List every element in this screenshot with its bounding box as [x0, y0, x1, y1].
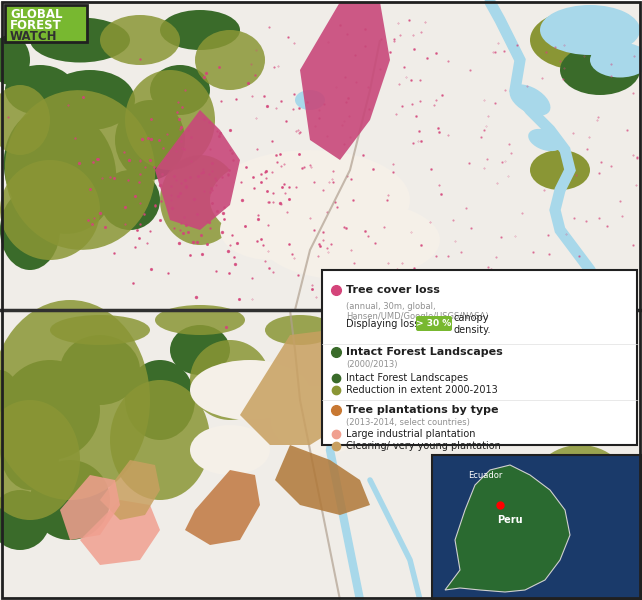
- Text: Tree cover loss: Tree cover loss: [346, 285, 440, 295]
- Ellipse shape: [190, 360, 310, 420]
- FancyBboxPatch shape: [416, 316, 452, 331]
- Text: GLOBAL: GLOBAL: [10, 8, 62, 21]
- Ellipse shape: [190, 340, 270, 420]
- Ellipse shape: [115, 100, 185, 180]
- Ellipse shape: [100, 170, 160, 230]
- Ellipse shape: [530, 10, 630, 70]
- Text: Displaying loss with: Displaying loss with: [346, 319, 444, 329]
- Ellipse shape: [590, 510, 642, 570]
- Polygon shape: [155, 110, 240, 230]
- Ellipse shape: [510, 85, 550, 116]
- Text: > 30 %: > 30 %: [417, 319, 451, 329]
- Ellipse shape: [270, 385, 370, 455]
- Ellipse shape: [125, 360, 195, 440]
- Ellipse shape: [190, 425, 270, 475]
- Text: Intact Forest Landscapes: Intact Forest Landscapes: [346, 373, 468, 383]
- Ellipse shape: [160, 10, 240, 50]
- Ellipse shape: [0, 490, 50, 550]
- Ellipse shape: [0, 400, 80, 520]
- Text: FOREST: FOREST: [10, 19, 62, 32]
- Text: Intact Forest Landscapes: Intact Forest Landscapes: [346, 347, 503, 357]
- Bar: [0, 2, 642, 310]
- Polygon shape: [275, 445, 370, 515]
- Text: (2000/2013): (2000/2013): [346, 359, 397, 368]
- Ellipse shape: [540, 5, 640, 55]
- Ellipse shape: [295, 90, 325, 110]
- Ellipse shape: [30, 460, 110, 540]
- Ellipse shape: [50, 315, 150, 345]
- Ellipse shape: [5, 90, 155, 250]
- Text: (annual, 30m, global,
Hansen/UMD/Google/USGS/NASA): (annual, 30m, global, Hansen/UMD/Google/…: [346, 302, 489, 322]
- Polygon shape: [445, 465, 570, 592]
- Polygon shape: [240, 330, 360, 445]
- Bar: [432, 455, 642, 600]
- Bar: [322, 270, 637, 445]
- Ellipse shape: [560, 45, 640, 95]
- Text: Tree plantations by type: Tree plantations by type: [346, 405, 498, 415]
- Bar: [5, 5, 87, 42]
- Ellipse shape: [530, 445, 630, 535]
- Ellipse shape: [4, 106, 116, 234]
- Text: Ecuador: Ecuador: [468, 470, 502, 479]
- Ellipse shape: [0, 410, 60, 490]
- Ellipse shape: [100, 15, 180, 65]
- Text: Peru: Peru: [497, 515, 523, 525]
- Ellipse shape: [530, 150, 590, 190]
- Text: Reduction in extent 2000-2013: Reduction in extent 2000-2013: [346, 385, 498, 395]
- Ellipse shape: [0, 370, 20, 430]
- Ellipse shape: [265, 315, 335, 345]
- Ellipse shape: [160, 155, 240, 245]
- Ellipse shape: [528, 129, 562, 151]
- Text: canopy
density.: canopy density.: [454, 313, 492, 335]
- Ellipse shape: [0, 35, 30, 85]
- Ellipse shape: [150, 65, 210, 115]
- Ellipse shape: [0, 300, 150, 500]
- Ellipse shape: [0, 160, 100, 260]
- Ellipse shape: [220, 200, 320, 260]
- Ellipse shape: [0, 360, 100, 460]
- Polygon shape: [185, 470, 260, 545]
- Ellipse shape: [210, 150, 410, 250]
- Ellipse shape: [110, 380, 210, 500]
- Polygon shape: [300, 2, 390, 160]
- Ellipse shape: [30, 17, 130, 62]
- Ellipse shape: [170, 325, 230, 375]
- Ellipse shape: [0, 190, 60, 270]
- Text: Clearing/ very young plantation: Clearing/ very young plantation: [346, 441, 501, 451]
- Text: WATCH: WATCH: [10, 30, 58, 43]
- Polygon shape: [100, 460, 160, 520]
- Ellipse shape: [60, 335, 140, 405]
- Bar: [0, 310, 642, 600]
- Ellipse shape: [260, 200, 440, 280]
- Text: Large industrial plantation: Large industrial plantation: [346, 429, 476, 439]
- Polygon shape: [80, 500, 160, 565]
- Ellipse shape: [155, 305, 245, 335]
- Ellipse shape: [45, 70, 135, 130]
- Polygon shape: [60, 475, 120, 540]
- Ellipse shape: [5, 65, 75, 115]
- Ellipse shape: [385, 315, 455, 345]
- Ellipse shape: [0, 85, 50, 155]
- Ellipse shape: [195, 30, 265, 90]
- Ellipse shape: [125, 70, 215, 170]
- Ellipse shape: [590, 43, 642, 77]
- Text: (2013-2014, select countries): (2013-2014, select countries): [346, 418, 470, 427]
